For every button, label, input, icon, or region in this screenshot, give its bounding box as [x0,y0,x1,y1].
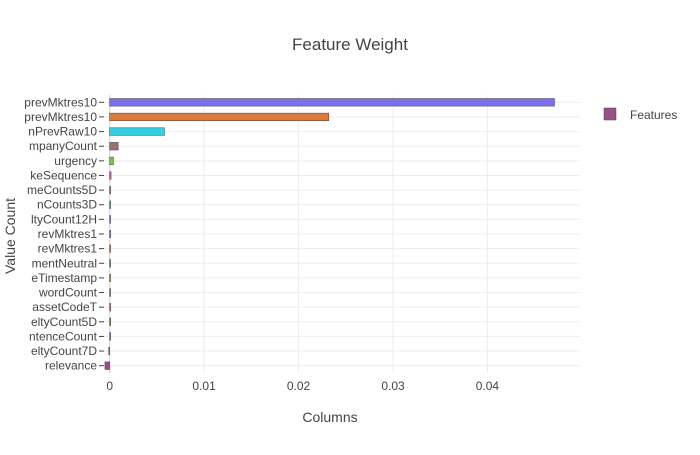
y-tick-label: assetCodeT [32,300,97,314]
y-tick-label: eltyCount5D [31,315,97,329]
y-tick-label: prevMktres10 [24,110,97,124]
bar [109,229,111,239]
bar [109,171,112,180]
y-tick-label: meCounts5D [27,183,97,197]
y-tick-label: prevMktres10 [24,95,97,109]
bar [109,288,111,297]
y-tick-label: mpanyCount [29,139,98,153]
bar [109,317,111,326]
chart-title: Feature Weight [292,35,408,54]
bar [109,303,111,312]
bar [104,361,110,370]
x-tick-label: 0.04 [476,379,500,393]
bar [109,244,111,253]
x-tick-label: 0.01 [192,379,216,393]
y-tick-label: nPrevRaw10 [28,125,97,139]
legend[interactable]: Features [603,107,677,122]
bar [109,156,114,165]
bar [109,259,111,268]
bar [109,200,111,209]
y-tick-label: urgency [54,154,97,168]
y-tick-label: revMktres1 [38,242,98,256]
y-tick-label: wordCount [38,286,98,300]
y-tick-label: eTimestamp [31,271,97,285]
y-tick-label: ltyCount12H [31,212,97,226]
grid-layer [104,95,580,373]
x-tick-label: 0.02 [287,379,311,393]
bar [109,112,330,122]
legend-swatch [603,107,617,121]
x-axis-title: Columns [302,409,357,425]
y-tick-label: nCounts3D [37,198,97,212]
bar [109,127,165,136]
y-tick-label: relevance [45,359,97,373]
bar [109,98,555,107]
y-tick-label: eltyCount7D [31,344,97,358]
bar [109,186,111,195]
bar [109,142,119,151]
bar [109,332,111,341]
y-tick-label: revMktres1 [38,227,98,241]
y-tick-label: ntenceCount [29,329,98,343]
bar [109,273,111,282]
x-tick-label: 0.03 [381,379,405,393]
bar [108,346,110,356]
x-tick-label: 0 [106,379,113,393]
y-axis-title: Value Count [2,198,18,274]
y-tick-label: keSequence [30,168,97,182]
y-tick-label: mentNeutral [32,256,97,270]
bar-layer [104,98,555,370]
axis-layer: 0 0.01 0.02 0.03 0.04 prevMktres10prevMktres1… [24,95,499,393]
legend-label: Features [630,108,677,122]
bar [109,215,111,224]
